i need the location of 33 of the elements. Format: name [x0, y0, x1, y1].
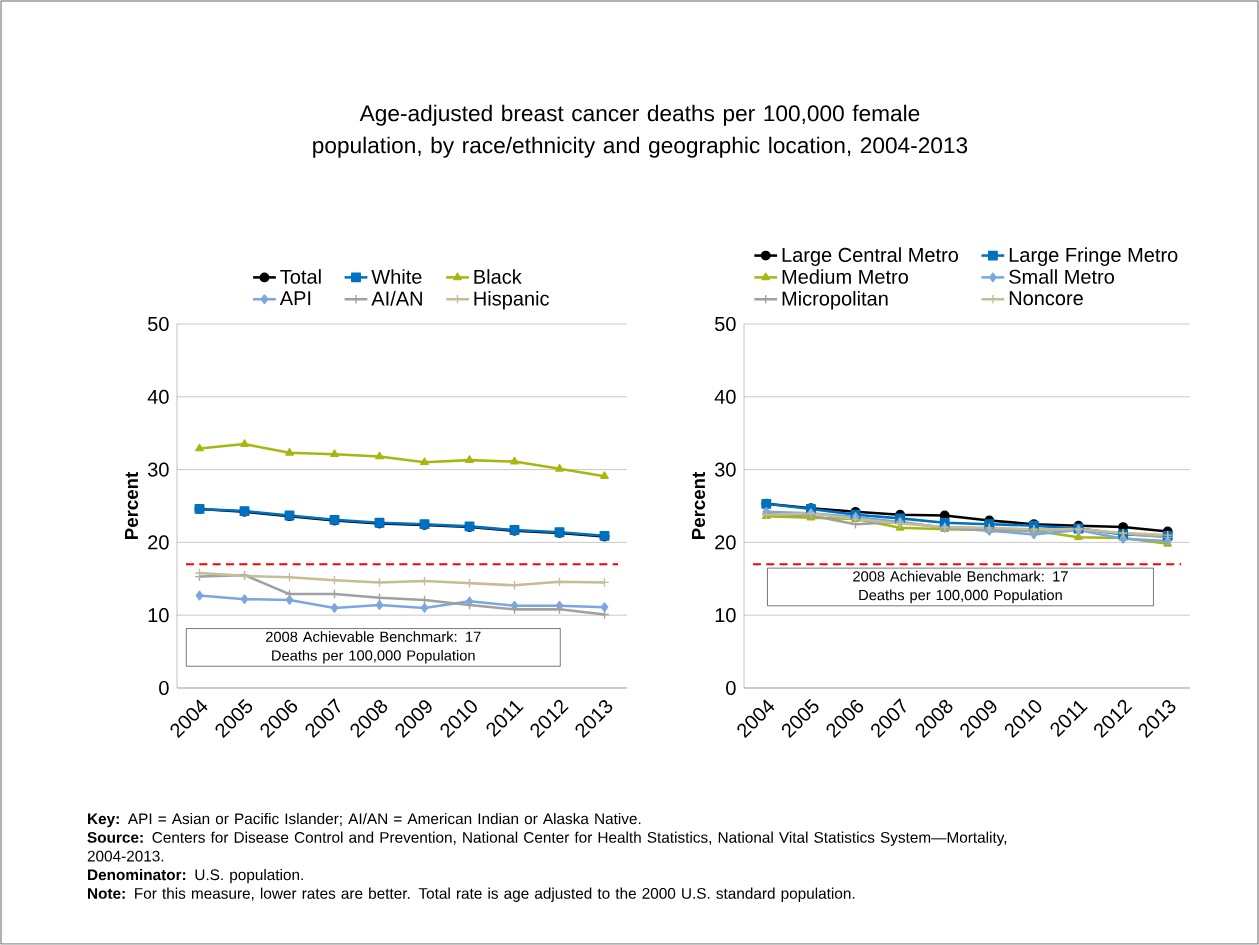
legend-label: Hispanic: [474, 290, 549, 310]
text: Denominator: U.S. population.: [88, 868, 303, 884]
text: Source: Centers for Disease Control and Prevention, National Center for Health Statistics, National Vital Statistics System—Mortality, 2004-2013.: [87, 831, 1007, 862]
text: Key: API = Asian or Pacific Islander; AI/AN = American Indian or Alaska Native.: [88, 812, 641, 828]
y-tick-label: 40: [147, 389, 169, 404]
y-tick-label: 0: [159, 680, 169, 696]
text: Note: For this measure, lower rates are better. Total rate is age adjusted to the 2000 U.S. standard population.: [88, 887, 855, 902]
y-tick-label: 10: [148, 608, 169, 623]
y-tick-label: 40: [714, 389, 736, 404]
y-tick-label: 10: [715, 608, 736, 623]
y-tick-label: 20: [715, 535, 736, 550]
legend-label: Micropolitan: [782, 290, 888, 310]
y-tick-label: 20: [148, 535, 169, 550]
y-tick-label: 50: [715, 316, 736, 332]
legend-label: Large Central Metro: [782, 247, 959, 266]
y-tick-label: 50: [148, 316, 169, 332]
y-axis-title: Percent: [692, 472, 706, 539]
legend-label: Small Metro: [1009, 269, 1115, 284]
annotation: 2008 Achievable Benchmark: 17 Deaths per 100,000 Population: [853, 570, 1068, 604]
legend-label: Large Fringe Metro: [1009, 247, 1178, 266]
chart-title: Age-adjusted breast cancer deaths per 100,000 female population, by race/ethnicity and geographic location, 2004-2013: [313, 104, 968, 158]
legend-label: Black: [474, 269, 522, 284]
legend-label: Noncore: [1009, 291, 1083, 306]
y-tick-label: 30: [147, 462, 169, 477]
y-axis-title: Percent: [125, 472, 139, 539]
y-tick-label: 30: [714, 462, 736, 477]
legend-label: AI/AN: [371, 290, 422, 306]
legend-label: API: [279, 291, 311, 306]
y-tick-label: 0: [726, 680, 736, 696]
annotation: 2008 Achievable Benchmark: 17 Deaths per 100,000 Population: [265, 631, 481, 664]
legend-label: White: [371, 269, 422, 284]
legend-label: Total: [280, 269, 321, 284]
legend-label: Medium Metro: [782, 269, 908, 284]
